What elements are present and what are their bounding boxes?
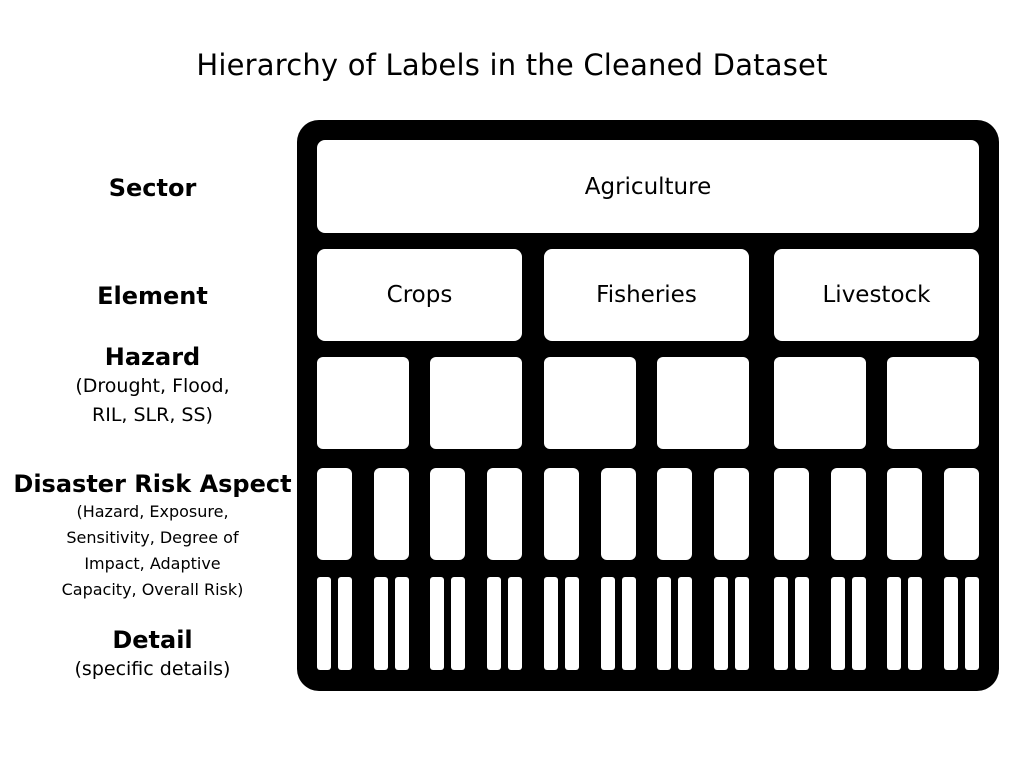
detail-box: [831, 577, 845, 670]
detail-box: [657, 577, 671, 670]
detail-box: [508, 577, 522, 670]
aspect-level-name: Disaster Risk Aspect: [13, 470, 292, 498]
detail-box: [338, 577, 352, 670]
aspect-level-desc-4: Capacity, Overall Risk): [61, 580, 244, 599]
detail-box: [887, 577, 901, 670]
aspect-box: [487, 468, 522, 560]
hazard-box: [774, 357, 866, 449]
detail-box: [451, 577, 465, 670]
detail-box: [374, 577, 388, 670]
detail-box: [565, 577, 579, 670]
aspect-box: [831, 468, 866, 560]
detail-box: [544, 577, 558, 670]
aspect-box: [544, 468, 579, 560]
element-level-name: Element: [97, 282, 208, 310]
aspect-level-desc-3: Impact, Adaptive: [84, 554, 221, 573]
detail-box: [774, 577, 788, 670]
detail-box: [944, 577, 958, 670]
aspect-level-desc-1: (Hazard, Exposure,: [76, 502, 229, 521]
detail-level-name: Detail: [112, 626, 193, 654]
aspect-box: [657, 468, 692, 560]
level-label-detail: Detail (specific details): [0, 625, 305, 684]
aspect-box: [430, 468, 465, 560]
hazard-box: [544, 357, 636, 449]
detail-box: [622, 577, 636, 670]
detail-box: [735, 577, 749, 670]
aspect-box: [774, 468, 809, 560]
level-label-element: Element: [0, 281, 305, 311]
diagram-title: Hierarchy of Labels in the Cleaned Datas…: [196, 48, 828, 82]
aspect-box: [374, 468, 409, 560]
detail-box: [965, 577, 979, 670]
detail-box: [852, 577, 866, 670]
aspect-box: [317, 468, 352, 560]
hierarchy-frame: Agriculture Crops Fisheries Livestock: [297, 120, 999, 691]
detail-box: [908, 577, 922, 670]
aspect-box: [944, 468, 979, 560]
hazard-level-desc-2: RIL, SLR, SS): [92, 404, 213, 426]
hazard-box: [887, 357, 979, 449]
detail-box: [678, 577, 692, 670]
aspect-level-desc-2: Sensitivity, Degree of: [66, 528, 239, 547]
detail-box: [601, 577, 615, 670]
detail-box: [395, 577, 409, 670]
level-label-sector: Sector: [0, 173, 305, 203]
hazard-box: [430, 357, 522, 449]
aspect-box: [714, 468, 749, 560]
level-label-aspect: Disaster Risk Aspect (Hazard, Exposure, …: [0, 469, 305, 603]
hazard-level-desc-1: (Drought, Flood,: [75, 375, 230, 397]
detail-box: [714, 577, 728, 670]
sector-box: Agriculture: [317, 140, 979, 233]
level-label-hazard: Hazard (Drought, Flood, RIL, SLR, SS): [0, 342, 305, 430]
aspect-box: [601, 468, 636, 560]
element-box-fisheries: Fisheries: [544, 249, 749, 341]
hazard-box: [317, 357, 409, 449]
aspect-box: [887, 468, 922, 560]
hazard-level-name: Hazard: [104, 343, 201, 371]
sector-level-name: Sector: [108, 174, 197, 202]
detail-box: [317, 577, 331, 670]
detail-level-desc-1: (specific details): [74, 658, 231, 680]
detail-box: [430, 577, 444, 670]
detail-box: [795, 577, 809, 670]
detail-box: [487, 577, 501, 670]
element-box-livestock: Livestock: [774, 249, 979, 341]
element-box-crops: Crops: [317, 249, 522, 341]
hazard-box: [657, 357, 749, 449]
